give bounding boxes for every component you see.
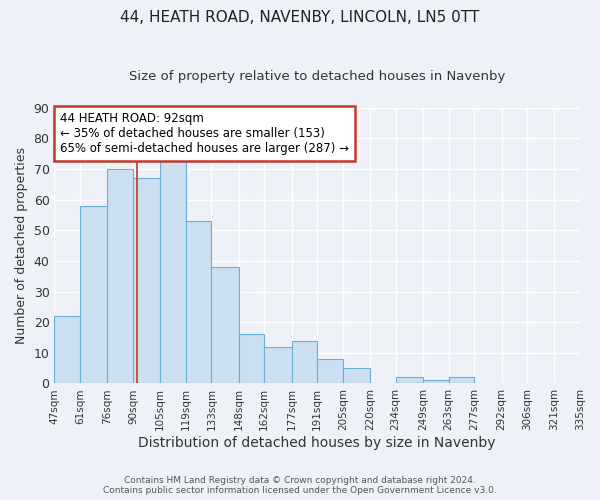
Bar: [449, 378, 474, 384]
Bar: [186, 221, 211, 384]
Bar: [292, 340, 317, 384]
Bar: [133, 178, 160, 384]
Text: 44, HEATH ROAD, NAVENBY, LINCOLN, LN5 0TT: 44, HEATH ROAD, NAVENBY, LINCOLN, LN5 0T…: [121, 10, 479, 25]
Bar: [395, 378, 423, 384]
Bar: [80, 206, 107, 384]
Bar: [423, 380, 449, 384]
Bar: [239, 334, 264, 384]
Bar: [107, 169, 133, 384]
Bar: [264, 346, 292, 384]
Bar: [343, 368, 370, 384]
Y-axis label: Number of detached properties: Number of detached properties: [15, 147, 28, 344]
Text: 44 HEATH ROAD: 92sqm
← 35% of detached houses are smaller (153)
65% of semi-deta: 44 HEATH ROAD: 92sqm ← 35% of detached h…: [59, 112, 349, 155]
Bar: [55, 316, 80, 384]
Text: Contains HM Land Registry data © Crown copyright and database right 2024.
Contai: Contains HM Land Registry data © Crown c…: [103, 476, 497, 495]
X-axis label: Distribution of detached houses by size in Navenby: Distribution of detached houses by size …: [139, 436, 496, 450]
Bar: [211, 267, 239, 384]
Title: Size of property relative to detached houses in Navenby: Size of property relative to detached ho…: [129, 70, 505, 83]
Bar: [160, 150, 186, 384]
Bar: [317, 359, 343, 384]
